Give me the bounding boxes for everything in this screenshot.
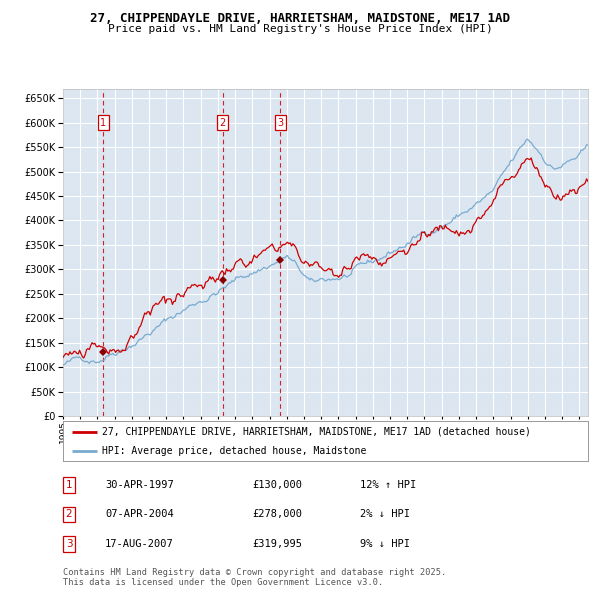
Text: Price paid vs. HM Land Registry's House Price Index (HPI): Price paid vs. HM Land Registry's House …	[107, 24, 493, 34]
Text: 1: 1	[65, 480, 73, 490]
Text: 30-APR-1997: 30-APR-1997	[105, 480, 174, 490]
Text: Contains HM Land Registry data © Crown copyright and database right 2025.
This d: Contains HM Land Registry data © Crown c…	[63, 568, 446, 587]
Text: HPI: Average price, detached house, Maidstone: HPI: Average price, detached house, Maid…	[103, 446, 367, 456]
Text: 27, CHIPPENDAYLE DRIVE, HARRIETSHAM, MAIDSTONE, ME17 1AD (detached house): 27, CHIPPENDAYLE DRIVE, HARRIETSHAM, MAI…	[103, 427, 531, 437]
Text: 2: 2	[220, 118, 226, 128]
Text: 1: 1	[100, 118, 106, 128]
Text: 07-APR-2004: 07-APR-2004	[105, 510, 174, 519]
Text: 3: 3	[277, 118, 283, 128]
Text: £319,995: £319,995	[252, 539, 302, 549]
Text: 12% ↑ HPI: 12% ↑ HPI	[360, 480, 416, 490]
Text: £130,000: £130,000	[252, 480, 302, 490]
Text: £278,000: £278,000	[252, 510, 302, 519]
Text: 17-AUG-2007: 17-AUG-2007	[105, 539, 174, 549]
Text: 9% ↓ HPI: 9% ↓ HPI	[360, 539, 410, 549]
Text: 3: 3	[65, 539, 73, 549]
Text: 2% ↓ HPI: 2% ↓ HPI	[360, 510, 410, 519]
Text: 2: 2	[65, 510, 73, 519]
Text: 27, CHIPPENDAYLE DRIVE, HARRIETSHAM, MAIDSTONE, ME17 1AD: 27, CHIPPENDAYLE DRIVE, HARRIETSHAM, MAI…	[90, 12, 510, 25]
